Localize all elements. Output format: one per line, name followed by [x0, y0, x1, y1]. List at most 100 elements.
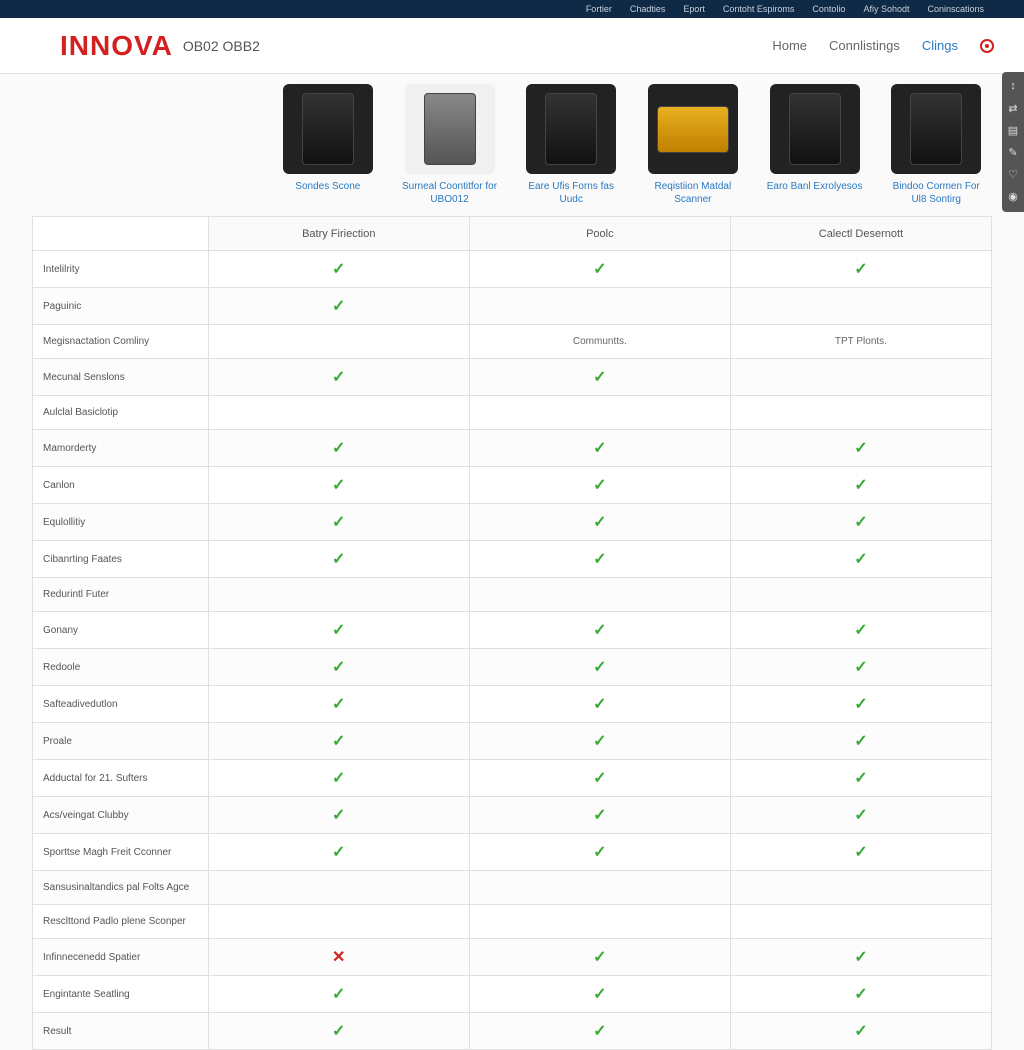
table-row: Redoole✓✓✓ — [33, 649, 992, 686]
column-header: Poolc — [469, 217, 730, 251]
check-icon: ✓ — [854, 514, 867, 531]
table-row: Canlon✓✓✓ — [33, 467, 992, 504]
row-label: Sporttse Magh Freit Cconner — [33, 834, 209, 871]
table-cell: ✓ — [730, 1013, 991, 1050]
product-image — [405, 84, 495, 174]
table-cell: ✓ — [469, 541, 730, 578]
table-row: Mamorderty✓✓✓ — [33, 430, 992, 467]
row-label: Sansusinaltandics pal Folts Agce — [33, 871, 209, 905]
check-icon: ✓ — [854, 696, 867, 713]
topbar-link[interactable]: Contoht Espiroms — [723, 4, 795, 14]
product-name: Sondes Scone — [272, 180, 384, 193]
check-icon: ✓ — [332, 369, 345, 386]
table-cell: ✓ — [469, 797, 730, 834]
table-cell — [469, 396, 730, 430]
product-image — [648, 84, 738, 174]
sidetool-icon[interactable]: ✎ — [1006, 146, 1020, 160]
table-cell — [469, 905, 730, 939]
nav-item[interactable]: Home — [772, 38, 807, 53]
topbar-link[interactable]: Chadties — [630, 4, 666, 14]
check-icon: ✓ — [332, 622, 345, 639]
check-icon: ✓ — [593, 696, 606, 713]
table-cell: ✓ — [730, 976, 991, 1013]
table-cell — [730, 288, 991, 325]
table-cell: ✓ — [730, 723, 991, 760]
check-icon: ✓ — [332, 551, 345, 568]
table-cell: ✓ — [208, 612, 469, 649]
sidetool-icon[interactable]: ▤ — [1006, 124, 1020, 138]
table-cell — [469, 871, 730, 905]
table-cell: ✓ — [208, 797, 469, 834]
table-row: Megisnactation ComlinyCommuntts.TPT Plon… — [33, 325, 992, 359]
sidetool-icon[interactable]: ♡ — [1006, 168, 1020, 182]
table-cell: ✓ — [208, 834, 469, 871]
nav-item[interactable]: Connlistings — [829, 38, 900, 53]
sublogo: OB02 OBB2 — [183, 38, 260, 54]
product-card[interactable]: Bindoo Cormen For Ul8 Sontirg — [880, 84, 992, 206]
row-label: Aulclal Basiclotip — [33, 396, 209, 430]
table-cell: ✓ — [208, 467, 469, 504]
main-nav: Home Connlistings Clings — [772, 38, 994, 53]
check-icon: ✓ — [593, 514, 606, 531]
table-row: Intelilrity✓✓✓ — [33, 251, 992, 288]
check-icon: ✓ — [593, 844, 606, 861]
row-label: Proale — [33, 723, 209, 760]
sidetool-icon[interactable]: ◉ — [1006, 190, 1020, 204]
gear-icon[interactable] — [980, 39, 994, 53]
product-image — [526, 84, 616, 174]
topbar-link[interactable]: Afiy Sohodt — [863, 4, 909, 14]
table-cell: ✓ — [730, 834, 991, 871]
check-icon: ✓ — [854, 733, 867, 750]
check-icon: ✓ — [854, 844, 867, 861]
product-name: Eare Ufis Forns fas Uudc — [515, 180, 627, 206]
check-icon: ✓ — [854, 440, 867, 457]
topbar-link[interactable]: Coninscations — [927, 4, 984, 14]
table-cell — [469, 288, 730, 325]
product-row: Sondes Scone Surneal Coontitfor for UBO01… — [32, 74, 992, 206]
table-cell: ✓ — [208, 541, 469, 578]
product-image — [770, 84, 860, 174]
table-cell: ✓ — [208, 251, 469, 288]
check-icon: ✓ — [332, 733, 345, 750]
table-cell: ✓ — [208, 976, 469, 1013]
table-cell: ✓ — [469, 1013, 730, 1050]
sidetool-icon[interactable]: ↕ — [1006, 80, 1020, 94]
table-cell — [208, 905, 469, 939]
topbar-link[interactable]: Contolio — [812, 4, 845, 14]
logo: INNOVA — [60, 30, 173, 62]
table-cell: ✓ — [208, 686, 469, 723]
product-card[interactable]: Surneal Coontitfor for UBO012 — [394, 84, 506, 206]
comparison-table: Batry FiriectionPoolcCalectl Desernott I… — [32, 216, 992, 1050]
table-cell: ✓ — [730, 760, 991, 797]
table-cell: ✓ — [208, 1013, 469, 1050]
check-icon: ✓ — [593, 770, 606, 787]
table-cell: ✓ — [469, 430, 730, 467]
check-icon: ✓ — [332, 1023, 345, 1040]
nav-item[interactable]: Clings — [922, 38, 958, 53]
table-corner — [33, 217, 209, 251]
check-icon: ✓ — [593, 369, 606, 386]
check-icon: ✓ — [593, 949, 606, 966]
product-name: Bindoo Cormen For Ul8 Sontirg — [880, 180, 992, 206]
product-card[interactable]: Reqistiion Matdal Scanner — [637, 84, 749, 206]
check-icon: ✓ — [593, 477, 606, 494]
table-row: Engintante Seatling✓✓✓ — [33, 976, 992, 1013]
check-icon: ✓ — [593, 622, 606, 639]
table-row: Resclttond Padlo plene Sconper — [33, 905, 992, 939]
table-cell: ✓ — [730, 797, 991, 834]
table-cell: ✓ — [730, 649, 991, 686]
sidetool-icon[interactable]: ⇄ — [1006, 102, 1020, 116]
check-icon: ✓ — [854, 1023, 867, 1040]
product-name: Earo Banl Exrolyesos — [759, 180, 871, 193]
product-card[interactable]: Eare Ufis Forns fas Uudc — [515, 84, 627, 206]
product-card[interactable]: Earo Banl Exrolyesos — [759, 84, 871, 206]
table-cell: ✓ — [730, 504, 991, 541]
product-card[interactable]: Sondes Scone — [272, 84, 384, 206]
table-cell: ✕ — [208, 939, 469, 976]
topbar-link[interactable]: Fortier — [586, 4, 612, 14]
column-header: Batry Firiection — [208, 217, 469, 251]
topbar-link[interactable]: Eport — [683, 4, 705, 14]
cross-icon: ✕ — [332, 949, 345, 966]
table-cell — [469, 578, 730, 612]
product-image — [891, 84, 981, 174]
